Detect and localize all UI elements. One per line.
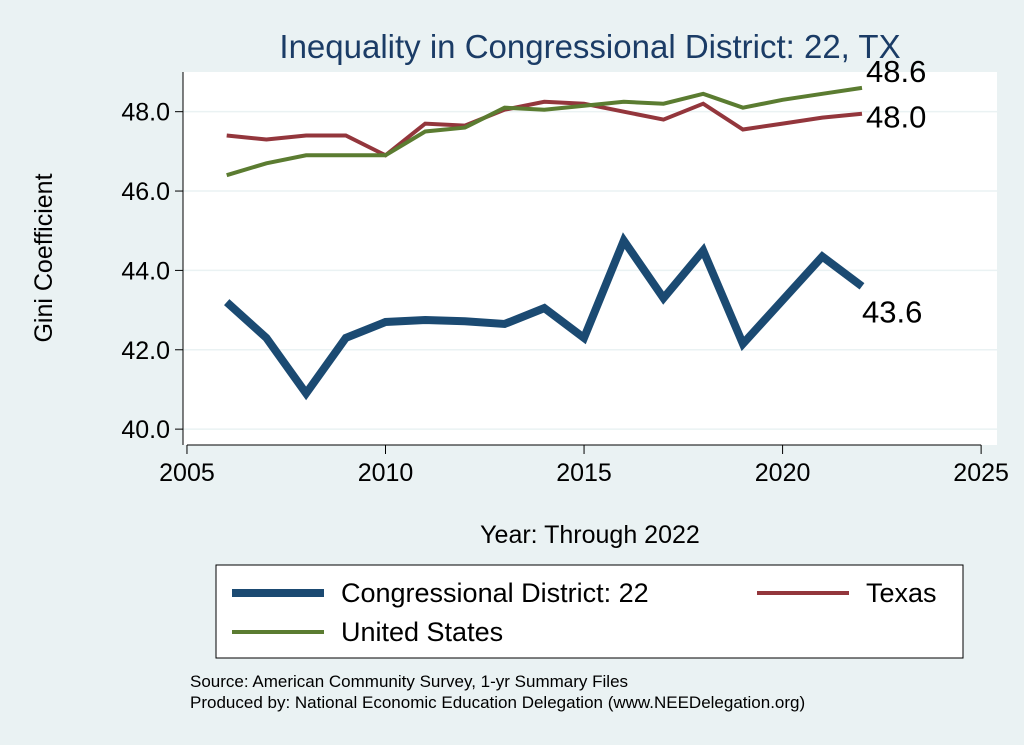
x-axis-title: Year: Through 2022 (480, 521, 700, 549)
legend: Congressional District: 22 Texas United St… (232, 578, 937, 647)
x-tick-label: 2010 (358, 459, 414, 487)
end-label-2: 48.6 (866, 54, 926, 89)
end-labels: 43.6 48.0 48.6 (862, 54, 926, 329)
x-tick-label: 2020 (755, 459, 811, 487)
gridlines (183, 110, 997, 430)
series-lines (224, 85, 865, 401)
legend-label-0: Congressional District: 22 (341, 578, 649, 608)
legend-label-2: United States (341, 617, 503, 647)
series-line-0 (224, 232, 865, 401)
producer-line: Produced by: National Economic Education… (190, 693, 805, 712)
series-line-2 (226, 85, 863, 178)
x-tick-label: 2025 (953, 459, 1009, 487)
y-tick-label: 40.0 (121, 416, 170, 444)
y-tick-label: 44.0 (121, 257, 170, 285)
end-label-1: 48.0 (866, 100, 926, 135)
legend-label-1: Texas (866, 578, 937, 608)
y-tick-label: 46.0 (121, 178, 170, 206)
axes: 40.0 42.0 44.0 46.0 48.0 2005 2010 2015 2020 2025 (121, 72, 1009, 487)
x-tick-label: 2015 (556, 459, 612, 487)
series-line-1 (226, 99, 863, 158)
end-label-0: 43.6 (862, 294, 922, 329)
y-axis-title: Gini Coefficient (30, 173, 58, 342)
y-tick-label: 48.0 (121, 99, 170, 127)
legend-box (215, 564, 964, 659)
source-line: Source: American Community Survey, 1-yr … (190, 672, 628, 691)
chart-title: Inequality in Congressional District: 22… (279, 28, 900, 65)
x-tick-label: 2005 (159, 459, 215, 487)
y-tick-label: 42.0 (121, 337, 170, 365)
